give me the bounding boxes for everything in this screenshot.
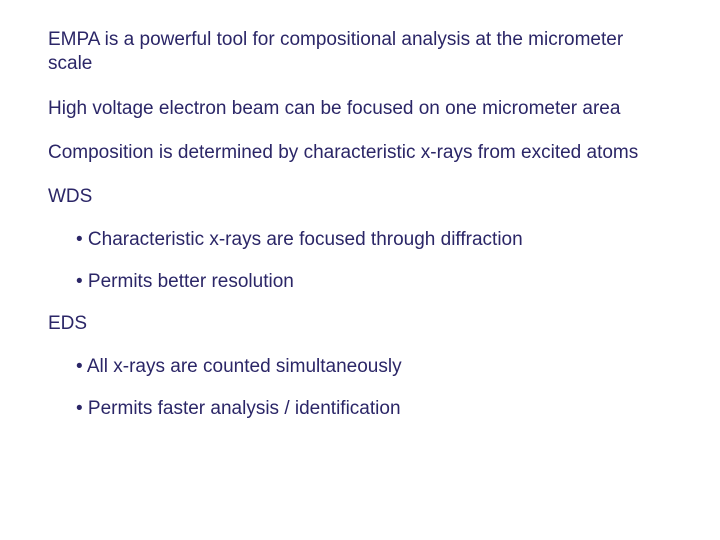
section-list-eds: • All x-rays are counted simultaneously …	[48, 355, 672, 422]
list-item-text: Characteristic x-rays are focused throug…	[83, 229, 523, 250]
bullet-icon: •	[76, 229, 83, 250]
paragraph: Composition is determined by characteris…	[48, 141, 672, 165]
list-item-text: Permits better resolution	[83, 271, 294, 292]
list-item-text: All x-rays are counted simultaneously	[83, 356, 402, 377]
bullet-icon: •	[76, 271, 83, 292]
list-item: • Permits faster analysis / identificati…	[76, 397, 672, 421]
list-item-text: Permits faster analysis / identification	[83, 398, 401, 419]
paragraph: High voltage electron beam can be focuse…	[48, 97, 672, 121]
list-item: • All x-rays are counted simultaneously	[76, 355, 672, 379]
bullet-icon: •	[76, 398, 83, 419]
bullet-icon: •	[76, 356, 83, 377]
list-item: • Characteristic x-rays are focused thro…	[76, 228, 672, 252]
section-heading-wds: WDS	[48, 185, 672, 209]
paragraph: EMPA is a powerful tool for compositiona…	[48, 28, 672, 77]
section-heading-eds: EDS	[48, 312, 672, 336]
list-item: • Permits better resolution	[76, 270, 672, 294]
section-list-wds: • Characteristic x-rays are focused thro…	[48, 228, 672, 295]
